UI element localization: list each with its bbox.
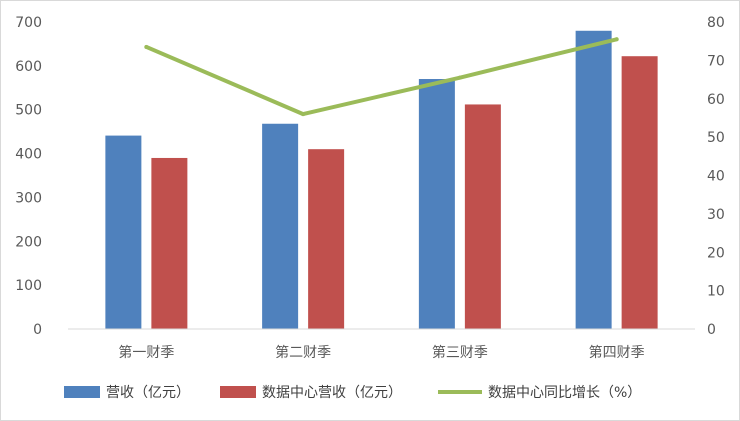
legend-swatch (64, 386, 100, 398)
right-axis-tick-label: 70 (707, 53, 725, 69)
legend-label: 营收（亿元） (106, 385, 190, 401)
right-axis-tick-label: 30 (707, 207, 725, 223)
bar-datacenter-revenue (464, 104, 501, 329)
category-label: 第二财季 (275, 344, 331, 361)
left-axis-ticks: 0 100 200 300 400 500 600 700 (15, 15, 42, 338)
category-label: 第四财季 (589, 344, 645, 361)
right-axis-tick-label: 0 (707, 322, 716, 338)
right-axis-ticks: 0 10 20 30 40 50 60 70 80 (707, 15, 725, 338)
right-axis-tick-label: 50 (707, 130, 725, 146)
right-axis-tick-label: 40 (707, 169, 725, 185)
left-axis-tick-label: 600 (15, 59, 42, 75)
bar-revenue (105, 135, 142, 329)
line-series (144, 37, 619, 117)
right-axis-tick-label: 80 (707, 15, 725, 31)
bar-revenue (575, 30, 612, 330)
bar-datacenter-revenue (151, 157, 188, 329)
category-labels: 第一财季 第二财季 第三财季 第四财季 (118, 344, 644, 361)
growth-line-point (144, 44, 149, 49)
bar-revenue (418, 79, 455, 329)
legend-swatch (220, 386, 256, 398)
bar-revenue (262, 123, 299, 330)
left-axis-tick-label: 500 (15, 103, 42, 119)
legend: 营收（亿元） 数据中心营收（亿元） 数据中心同比增长（%） (64, 385, 641, 401)
right-axis-tick-label: 20 (707, 245, 725, 261)
left-axis-tick-label: 700 (15, 15, 42, 31)
bar-series (105, 30, 658, 330)
right-axis-tick-label: 10 (707, 284, 725, 300)
growth-line-point (301, 112, 306, 117)
bar-datacenter-revenue (621, 56, 658, 330)
growth-line-point (457, 75, 462, 80)
growth-line-point (614, 37, 619, 42)
right-axis-tick-label: 60 (707, 92, 725, 108)
left-axis-tick-label: 100 (15, 278, 42, 294)
left-axis-tick-label: 0 (33, 322, 42, 338)
legend-label: 数据中心营收（亿元） (262, 385, 402, 401)
bar-datacenter-revenue (308, 149, 345, 329)
left-axis-tick-label: 300 (15, 190, 42, 206)
left-axis-tick-label: 400 (15, 147, 42, 163)
category-label: 第三财季 (432, 344, 488, 361)
left-axis-tick-label: 200 (15, 234, 42, 250)
legend-label: 数据中心同比增长（%） (488, 385, 641, 401)
growth-line (144, 37, 619, 117)
category-label: 第一财季 (118, 344, 174, 361)
